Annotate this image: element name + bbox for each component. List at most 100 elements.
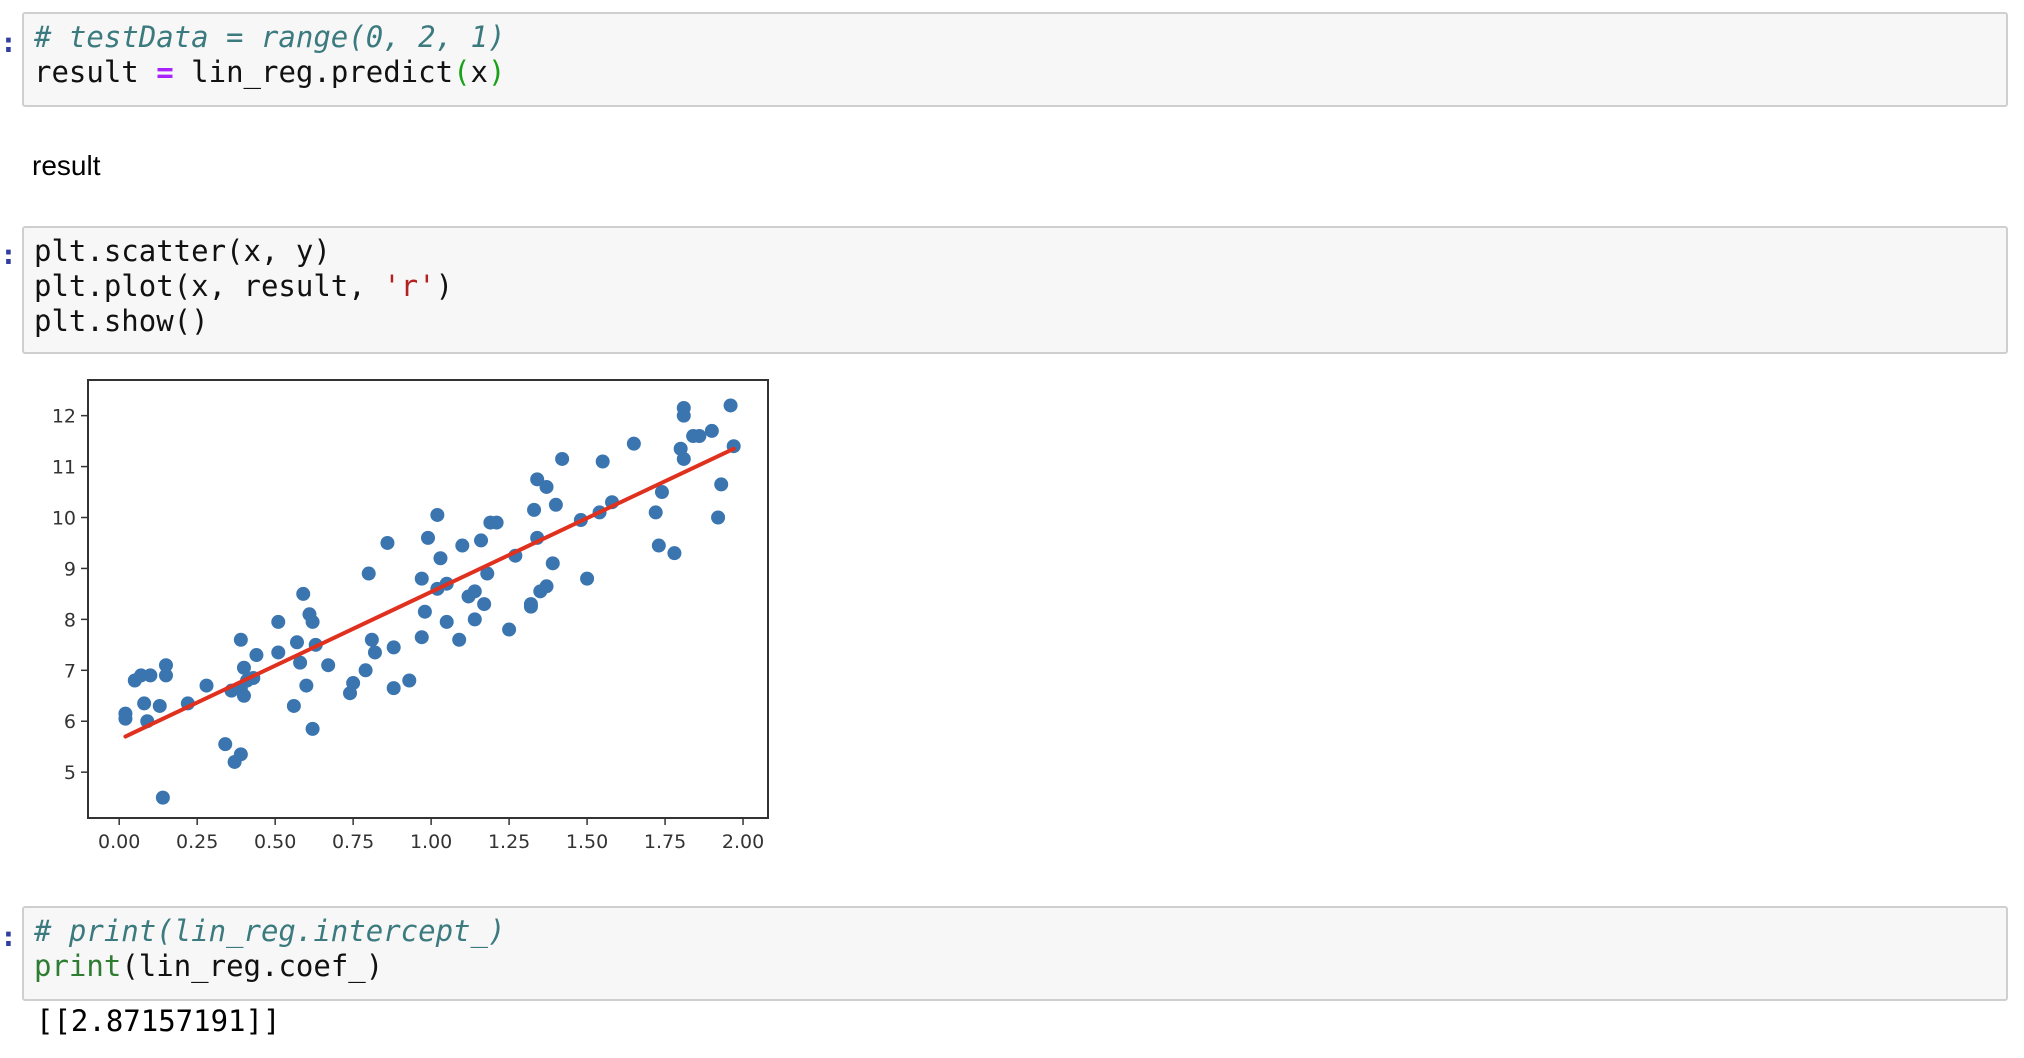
scatter-point: [692, 429, 707, 444]
scatter-point: [530, 472, 545, 487]
code-line: plt.show(): [34, 304, 209, 338]
scatter-point: [380, 535, 395, 550]
scatter-point: [452, 632, 467, 647]
cell-prompt: :: [0, 238, 17, 271]
y-tick-label: 9: [64, 558, 76, 580]
y-tick-label: 7: [64, 660, 76, 682]
scatter-plot-output: 0.00 0.25 0.50 0.75 1.00 1.25 1.50 1.75 2.00 5 6 7 8…: [34, 368, 794, 872]
scatter-point: [293, 655, 308, 670]
scatter-point: [233, 632, 248, 647]
scatter-point: [152, 698, 167, 713]
scatter-point: [455, 538, 470, 553]
scatter-point: [467, 584, 482, 599]
code-string: 'r': [383, 269, 436, 303]
scatter-point: [474, 533, 489, 548]
scatter-point: [595, 454, 610, 469]
scatter-point: [548, 497, 563, 512]
scatter-point: [199, 678, 214, 693]
scatter-point: [477, 597, 492, 612]
cell-prompt: :: [0, 920, 17, 953]
scatter-point: [296, 586, 311, 601]
scatter-point: [299, 678, 314, 693]
code-cell-predict[interactable]: # testData = range(0, 2, 1) result = lin…: [22, 12, 2008, 107]
scatter-point: [286, 698, 301, 713]
scatter-point: [271, 645, 286, 660]
scatter-point: [539, 479, 554, 494]
scatter-point: [158, 658, 173, 673]
scatter-point: [346, 676, 361, 691]
code-variable: result: [34, 55, 139, 89]
scatter-point: [651, 538, 666, 553]
markdown-cell-text: result: [32, 150, 101, 181]
scatter-point: [580, 571, 595, 586]
scatter-point: [480, 566, 495, 581]
code-comment: # testData = range(0, 2, 1): [34, 20, 506, 54]
plot-area: [87, 379, 769, 819]
scatter-point: [305, 721, 320, 736]
scatter-point: [433, 551, 448, 566]
code-args: (lin_reg.coef_): [121, 949, 384, 983]
x-tick-label: 1.00: [410, 831, 452, 853]
scatter-point: [218, 737, 233, 752]
x-tick-label: 0.25: [176, 831, 218, 853]
scatter-point: [233, 747, 248, 762]
scatter-point: [439, 614, 454, 629]
scatter-point: [236, 660, 251, 675]
scatter-point: [467, 612, 482, 627]
scatter-point: [155, 790, 170, 805]
code-cell-coef[interactable]: # print(lin_reg.intercept_) print(lin_re…: [22, 906, 2008, 1001]
code-editor[interactable]: plt.scatter(x, y) plt.plot(x, result, 'r…: [34, 234, 453, 339]
code-paren: ): [488, 55, 506, 89]
scatter-point: [676, 408, 691, 423]
code-call: lin_reg.predict: [191, 55, 454, 89]
scatter-point: [539, 579, 554, 594]
code-cell-plot[interactable]: plt.scatter(x, y) plt.plot(x, result, 'r…: [22, 226, 2008, 354]
x-tick-label: 0.00: [98, 831, 140, 853]
regression-line: [123, 446, 736, 739]
scatter-point: [417, 604, 432, 619]
scatter-point: [667, 546, 682, 561]
x-tick-label: 1.75: [644, 831, 686, 853]
y-tick-label: 12: [52, 406, 76, 428]
scatter-point: [714, 477, 729, 492]
scatter-point: [414, 571, 429, 586]
scatter-point: [654, 485, 669, 500]
x-tick-label: 1.25: [488, 831, 530, 853]
scatter-point: [305, 614, 320, 629]
x-tick-label: 0.50: [254, 831, 296, 853]
x-tick-label: 0.75: [332, 831, 374, 853]
y-tick-label: 5: [64, 762, 76, 784]
cell-prompt: :: [0, 26, 17, 59]
y-tick-label: 11: [52, 457, 76, 479]
y-tick-label: 6: [64, 711, 76, 733]
scatter-point: [321, 658, 336, 673]
code-comment: # print(lin_reg.intercept_): [34, 914, 506, 948]
x-tick-label: 1.50: [566, 831, 608, 853]
scatter-point: [489, 515, 504, 530]
scatter-point: [289, 635, 304, 650]
scatter-point: [430, 507, 445, 522]
code-editor[interactable]: # print(lin_reg.intercept_) print(lin_re…: [34, 914, 505, 984]
cell-output-text: [[2.87157191]]: [36, 1004, 281, 1038]
scatter-point: [626, 436, 641, 451]
scatter-point: [648, 505, 663, 520]
scatter-point: [137, 696, 152, 711]
scatter-chart: 0.00 0.25 0.50 0.75 1.00 1.25 1.50 1.75 2.00 5 6 7 8…: [52, 379, 769, 853]
scatter-point: [711, 510, 726, 525]
scatter-point: [527, 502, 542, 517]
code-paren: (: [453, 55, 471, 89]
scatter-point: [723, 398, 738, 413]
scatter-point: [421, 530, 435, 545]
scatter-point: [402, 673, 417, 688]
code-line: plt.scatter(x, y): [34, 234, 331, 268]
code-line: plt.plot(x, result,: [34, 269, 384, 303]
code-builtin: print: [34, 949, 122, 983]
code-operator: =: [156, 55, 174, 89]
scatter-point: [367, 645, 382, 660]
y-tick-label: 8: [64, 609, 76, 631]
scatter-point: [704, 423, 719, 438]
scatter-point: [545, 556, 560, 571]
scatter-point: [158, 668, 173, 683]
code-editor[interactable]: # testData = range(0, 2, 1) result = lin…: [34, 20, 505, 90]
scatter-point: [364, 632, 379, 647]
